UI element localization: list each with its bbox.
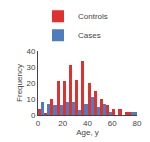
svg-text:0: 0 xyxy=(31,111,36,120)
svg-text:80: 80 xyxy=(133,119,142,128)
svg-text:Cases: Cases xyxy=(78,31,101,40)
svg-text:Controls: Controls xyxy=(78,12,108,21)
svg-text:Frequency: Frequency xyxy=(15,64,24,102)
svg-text:20: 20 xyxy=(58,119,67,128)
svg-text:30: 30 xyxy=(26,63,35,72)
svg-text:60: 60 xyxy=(108,119,117,128)
svg-text:10: 10 xyxy=(26,95,35,104)
svg-text:40: 40 xyxy=(26,47,35,56)
svg-text:Age, y: Age, y xyxy=(76,128,99,137)
svg-text:40: 40 xyxy=(83,119,92,128)
svg-text:0: 0 xyxy=(36,119,41,128)
svg-text:20: 20 xyxy=(26,79,35,88)
